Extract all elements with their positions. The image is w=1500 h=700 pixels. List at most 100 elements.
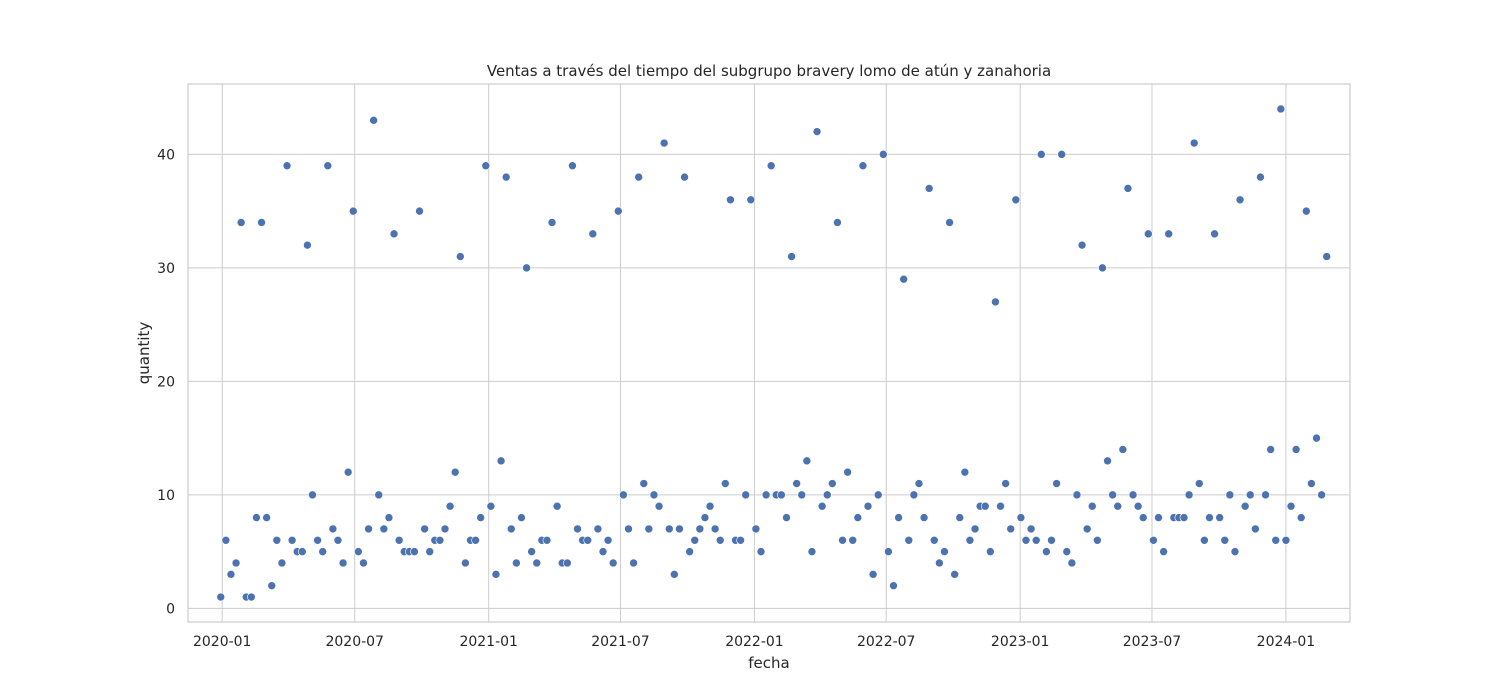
data-point	[542, 535, 552, 545]
data-point	[935, 558, 944, 568]
data-point	[1154, 513, 1163, 522]
data-point	[1103, 456, 1112, 466]
data-point	[802, 456, 812, 466]
data-point	[1215, 513, 1224, 522]
data-point	[960, 467, 970, 477]
data-points	[216, 104, 1332, 602]
data-point	[1042, 547, 1051, 556]
data-point	[909, 490, 919, 500]
data-point	[664, 524, 674, 534]
data-point	[471, 535, 480, 545]
data-point	[221, 535, 231, 545]
data-point	[1271, 535, 1281, 545]
x-tick-labels: 2020-01 2020-07 2021-01 2021-07 2022-01 2022-…	[193, 634, 1315, 650]
data-point	[501, 172, 511, 182]
data-point	[532, 558, 542, 568]
data-point	[1220, 535, 1230, 545]
x-tick-label: 2020-07	[325, 634, 384, 650]
data-point	[461, 558, 470, 568]
x-tick-label: 2023-07	[1123, 634, 1182, 650]
x-axis-label: fecha	[748, 654, 789, 672]
data-point	[639, 479, 649, 488]
data-point	[675, 524, 684, 534]
data-point	[481, 161, 491, 171]
data-point	[884, 547, 893, 556]
data-point	[440, 524, 450, 534]
data-point	[996, 501, 1005, 511]
data-point	[491, 570, 501, 579]
data-point	[833, 218, 842, 227]
data-point	[1322, 252, 1332, 261]
data-point	[384, 513, 394, 522]
data-point	[1245, 490, 1255, 500]
data-point	[868, 570, 878, 579]
data-point	[1144, 229, 1153, 239]
data-point	[303, 240, 312, 250]
data-point	[1230, 547, 1240, 556]
data-point	[863, 501, 873, 511]
data-point	[955, 513, 965, 522]
data-point	[879, 150, 888, 159]
data-point	[1077, 240, 1087, 250]
data-point	[282, 161, 292, 171]
data-point	[435, 535, 445, 545]
data-point	[1067, 558, 1077, 568]
data-point	[1128, 490, 1138, 500]
data-point	[394, 535, 404, 545]
data-point	[705, 501, 715, 511]
data-point	[547, 218, 557, 227]
data-point	[486, 501, 496, 511]
data-point	[272, 535, 282, 545]
data-point	[379, 524, 389, 534]
data-point	[782, 513, 791, 522]
data-point	[216, 592, 226, 602]
data-point	[726, 195, 735, 205]
data-point	[644, 524, 654, 534]
data-point	[787, 252, 796, 261]
y-tick-label: 30	[157, 261, 175, 277]
data-point	[685, 547, 694, 556]
data-point	[1108, 490, 1117, 500]
data-point	[1251, 524, 1260, 534]
data-point	[512, 558, 521, 568]
data-point	[1164, 229, 1174, 239]
data-point	[593, 524, 603, 534]
chart-title: Ventas a través del tiempo del subgrupo …	[487, 62, 1051, 80]
data-point	[710, 524, 720, 534]
x-tick-label: 2023-01	[991, 634, 1050, 650]
data-point	[843, 467, 852, 477]
data-point	[1225, 490, 1235, 500]
data-point	[231, 558, 241, 568]
data-point	[940, 547, 949, 556]
data-point	[1006, 524, 1016, 534]
data-point	[415, 206, 424, 216]
data-point	[455, 252, 465, 261]
data-point	[1113, 501, 1123, 511]
data-point	[670, 570, 679, 579]
data-point	[563, 558, 572, 568]
data-point	[588, 229, 598, 239]
data-point	[476, 513, 485, 522]
data-point	[613, 206, 623, 216]
data-point	[1200, 535, 1209, 545]
x-tick-label: 2024-01	[1257, 634, 1316, 650]
data-point	[649, 490, 659, 500]
data-point	[1087, 501, 1097, 511]
data-point	[1179, 513, 1189, 522]
data-point	[919, 513, 929, 522]
data-point	[680, 172, 689, 182]
data-point	[848, 535, 858, 545]
data-point	[389, 229, 399, 239]
data-point	[1011, 195, 1021, 205]
data-point	[797, 490, 807, 500]
data-point	[1138, 513, 1148, 522]
data-point	[1194, 479, 1204, 488]
data-point	[766, 161, 776, 171]
data-point	[252, 513, 261, 522]
data-point	[746, 195, 756, 205]
data-point	[777, 490, 786, 500]
y-tick-label: 40	[157, 147, 175, 163]
data-point	[1016, 513, 1026, 522]
data-point	[1031, 535, 1041, 545]
data-point	[838, 535, 847, 545]
